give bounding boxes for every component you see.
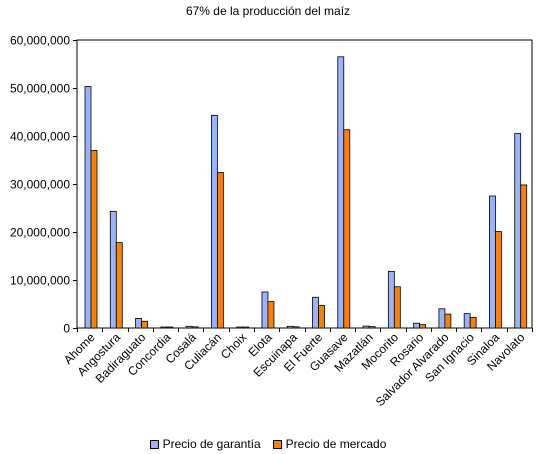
bar-garantia [387,270,395,329]
bar-mercado [495,231,502,329]
y-tick-label: 20,000,000 [10,226,70,240]
legend-swatch-garantia [149,439,159,449]
bar-mercado [444,313,452,329]
legend-item-mercado: Precio de mercado [272,437,387,451]
bar-mercado [469,317,477,329]
bar-mercado [368,326,376,329]
y-tick-label: 50,000,000 [10,82,70,96]
bar-garantia [463,313,471,329]
bar-mercado [267,301,275,329]
bar-mercado [141,320,148,329]
bar-garantia [514,133,522,329]
chart-title: 67% de la producción del maíz [185,4,351,18]
y-tick-label: 30,000,000 [10,178,70,192]
bar-mercado [90,149,98,329]
bar-garantia [413,322,421,329]
bar-mercado [419,324,427,329]
bar-garantia [109,210,117,329]
y-tick-label: 10,000,000 [10,274,70,288]
bar-garantia [312,296,319,329]
bar-garantia [489,195,496,329]
legend: Precio de garantía Precio de mercado [0,436,536,452]
legend-label-garantia: Precio de garantía [162,437,261,451]
bar-garantia [337,56,345,329]
bar-garantia [362,325,370,329]
bar-garantia [84,86,92,329]
bar-garantia [438,308,446,329]
bar-mercado [292,326,300,329]
bar-garantia [210,114,218,329]
bar-mercado [318,305,325,329]
bar-mercado [115,242,123,329]
bar-garantia [185,325,193,329]
y-tick-label: 60,000,000 [10,34,70,48]
bar-mercado [393,286,401,329]
y-tick-label: 0 [63,322,70,336]
bar-mercado [520,184,528,329]
bar-garantia [160,326,168,329]
bar-mercado [216,172,224,329]
legend-swatch-mercado [272,439,282,449]
plot-area: 0 10,000,000 20,000,000 30,000,000 40,000,00… [10,34,533,409]
bar-garantia [236,326,244,329]
legend-item-garantia: Precio de garantía [149,437,261,451]
bar-mercado [242,326,250,329]
bar-garantia [261,291,269,329]
bar-garantia [286,325,294,329]
legend-label-mercado: Precio de mercado [285,437,387,451]
bar-mercado [166,326,174,329]
bar-mercado [191,326,199,329]
x-tick-label: Choix [218,330,250,362]
bar-mercado [343,129,351,329]
y-tick-label: 40,000,000 [10,130,70,144]
plot-frame [76,39,533,329]
bar-garantia [135,317,142,329]
